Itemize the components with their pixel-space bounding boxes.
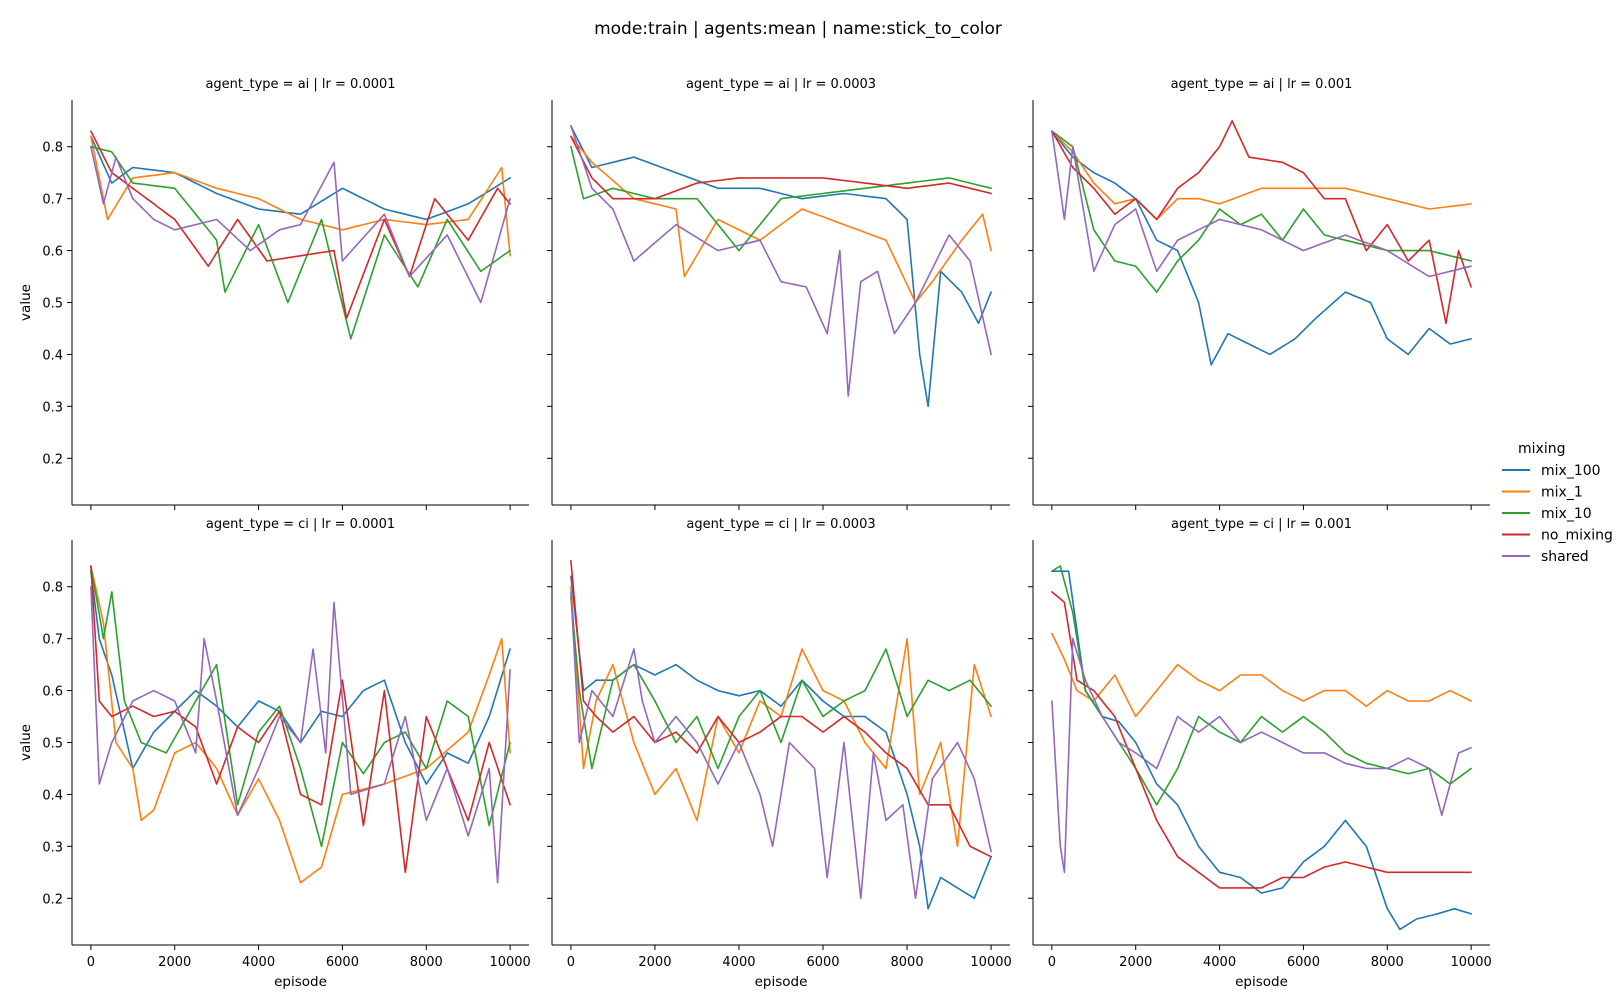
x-tick-label: 6000: [806, 955, 839, 970]
series-line-mix_100: [1051, 570, 1472, 931]
x-tick-label: 0: [87, 955, 95, 970]
series-line-mix_1: [570, 135, 992, 304]
x-axis-label: episode: [755, 974, 808, 990]
series-line-mix_10: [90, 565, 511, 848]
y-tick-label: 0.6: [42, 685, 63, 700]
series-line-shared: [90, 585, 511, 884]
panel-6: agent_type = ci | lr = 0.001 0 2000 4000 600…: [1028, 517, 1492, 990]
x-tick-label: 10000: [970, 955, 1011, 970]
y-tick-label: 0.7: [42, 633, 63, 648]
x-tick-label: 2000: [1119, 955, 1152, 970]
x-tick-label: 8000: [410, 955, 443, 970]
legend-label-shared: shared: [1541, 549, 1589, 565]
panel-title: agent_type = ci | lr = 0.0001: [206, 517, 395, 532]
panel-2: agent_type = ai | lr = 0.0003: [547, 77, 1010, 510]
x-tick-label: 6000: [1287, 955, 1320, 970]
panel-title: agent_type = ai | lr = 0.0001: [205, 77, 395, 92]
series-line-mix_10: [570, 596, 992, 770]
y-axis-label: value: [18, 724, 34, 761]
legend-label-mix_1: mix_1: [1541, 485, 1583, 501]
series-line-mix_100: [90, 570, 511, 785]
series-line-no_mixing: [90, 130, 511, 319]
series-line-shared: [1051, 130, 1472, 278]
x-tick-label: 2000: [158, 955, 191, 970]
series-line-mix_100: [90, 135, 511, 221]
legend-label-mix_10: mix_10: [1541, 506, 1592, 522]
series-line-no_mixing: [90, 565, 511, 874]
legend-label-mix_100: mix_100: [1541, 463, 1601, 479]
y-axis-label: value: [18, 284, 34, 321]
x-tick-label: 10000: [489, 955, 530, 970]
y-tick-label: 0.8: [42, 581, 63, 596]
panel-title: agent_type = ci | lr = 0.001: [1171, 517, 1352, 532]
x-tick-label: 4000: [722, 955, 755, 970]
series-line-mix_10: [90, 145, 511, 340]
y-tick-label: 0.3: [42, 840, 63, 855]
x-axis-label: episode: [274, 974, 327, 990]
x-tick-label: 4000: [1203, 955, 1236, 970]
y-tick-label: 0.7: [42, 193, 63, 208]
y-tick-label: 0.5: [42, 737, 63, 752]
y-tick-label: 0.3: [42, 400, 63, 415]
series-line-mix_1: [1051, 130, 1472, 221]
x-tick-label: 6000: [326, 955, 359, 970]
series-line-no_mixing: [570, 135, 992, 200]
panel-3: agent_type = ai | lr = 0.001: [1028, 77, 1490, 510]
x-tick-label: 4000: [242, 955, 275, 970]
x-tick-label: 2000: [638, 955, 671, 970]
series-line-mix_10: [1051, 565, 1472, 806]
y-tick-label: 0.2: [42, 452, 63, 467]
panel-1: agent_type = ai | lr = 0.0001 0.2 0.3 0.4 0.…: [18, 77, 529, 510]
x-tick-label: 0: [1048, 955, 1056, 970]
legend-label-no_mixing: no_mixing: [1541, 528, 1613, 544]
series-line-mix_100: [570, 125, 992, 408]
y-tick-label: 0.5: [42, 297, 63, 312]
y-tick-label: 0.4: [42, 788, 63, 803]
chart-title: mode:train | agents:mean | name:stick_to…: [594, 19, 1002, 39]
x-tick-label: 8000: [1371, 955, 1404, 970]
panel-title: agent_type = ai | lr = 0.001: [1171, 77, 1353, 92]
x-tick-label: 10000: [1450, 955, 1491, 970]
series-line-shared: [90, 145, 511, 304]
series-line-shared: [1051, 637, 1472, 874]
panel-4: agent_type = ci | lr = 0.0001 0.2 0.3 0.4 0.…: [18, 517, 531, 990]
series-line-shared: [570, 591, 992, 900]
x-axis-label: episode: [1235, 974, 1288, 990]
series-line-mix_1: [90, 565, 511, 884]
panel-title: agent_type = ai | lr = 0.0003: [686, 77, 876, 92]
legend-title: mixing: [1518, 441, 1565, 457]
series-line-mix_1: [1051, 632, 1472, 718]
series-line-shared: [570, 125, 992, 397]
series-line-no_mixing: [570, 560, 992, 858]
y-tick-label: 0.6: [42, 245, 63, 260]
series-line-no_mixing: [1051, 591, 1472, 889]
series-line-mix_100: [1051, 130, 1472, 366]
panel-5: agent_type = ci | lr = 0.0003 0 2000 4000 60…: [547, 517, 1012, 990]
panel-title: agent_type = ci | lr = 0.0003: [686, 517, 875, 532]
y-tick-label: 0.4: [42, 348, 63, 363]
x-tick-label: 0: [567, 955, 575, 970]
series-line-mix_10: [570, 145, 992, 252]
y-tick-label: 0.2: [42, 892, 63, 907]
x-tick-label: 8000: [891, 955, 924, 970]
panels: agent_type = ai | lr = 0.0001 0.2 0.3 0.4 0.…: [18, 77, 1492, 990]
y-tick-label: 0.8: [42, 141, 63, 156]
series-line-mix_1: [90, 135, 511, 257]
series-line-mix_10: [1051, 130, 1472, 293]
series-line-no_mixing: [1051, 120, 1472, 325]
